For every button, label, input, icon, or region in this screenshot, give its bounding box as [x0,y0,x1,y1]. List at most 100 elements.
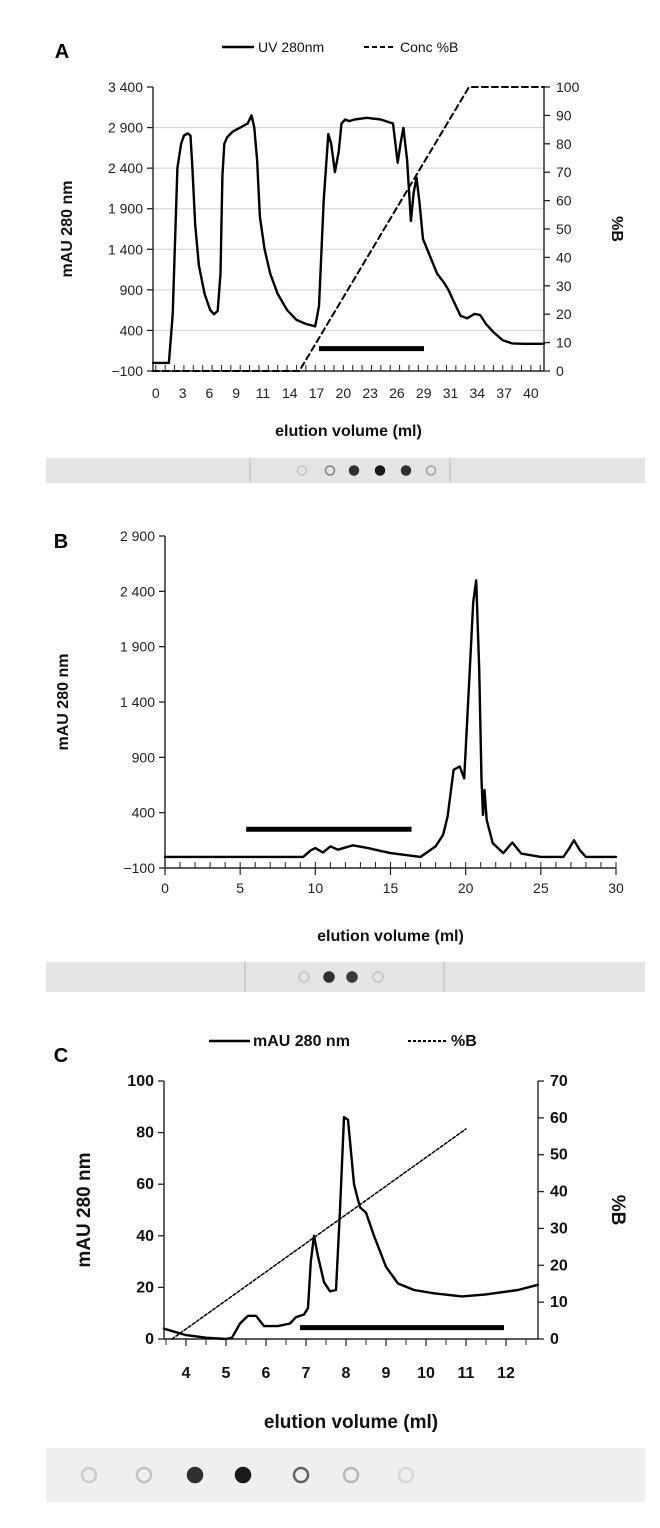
x-tick-label: 10 [308,880,324,896]
dot-blot-strip [46,962,645,992]
x-tick-label: 15 [383,880,399,896]
y2-tick-label: 40 [556,249,572,265]
x-tick-label: 37 [496,385,512,401]
dot-blot-spot [323,971,335,983]
y2-tick-label: 10 [550,1294,568,1311]
y-tick-label: 1 400 [108,241,143,257]
y2-tick-label: 50 [556,221,572,237]
y-tick-label: 400 [120,322,144,338]
series-line-uv [162,1115,540,1341]
x-tick-label: 34 [470,385,486,401]
y-tick-label: 900 [132,749,156,765]
y2-tick-label: 20 [556,306,572,322]
x-tick-label: 4 [182,1365,191,1382]
dot-blot-spot [292,1466,310,1484]
x-tick-label: 12 [497,1365,515,1382]
panel-label: C [54,1045,68,1067]
y-tick-label: 900 [120,282,144,298]
y2-tick-label: 30 [550,1220,568,1237]
dot-blot-spot [324,465,336,476]
dot-blot-spot [372,971,384,983]
dot-blot-spot [400,465,412,476]
y2-tick-label: 10 [556,335,572,351]
panel-label: A [55,41,69,63]
y2-tick-label: 80 [556,136,572,152]
x-tick-label: 23 [362,385,378,401]
x-tick-label: 31 [443,385,459,401]
y-axis-title: mAU 280 nm [74,1152,95,1267]
y2-tick-label: 90 [556,107,572,123]
y2-tick-label: 40 [550,1184,568,1201]
dot-blot-spot [374,465,386,476]
legend-entry: UV 280nm [258,39,324,55]
dot-blot-spot [342,1466,360,1484]
x-tick-label: 26 [389,385,405,401]
y-axis-title: mAU 280 nm [59,181,76,278]
dot-blot-spot [186,1466,204,1484]
x-tick-label: 14 [282,385,298,401]
x-tick-label: 0 [161,880,169,896]
dot-blot-spot [346,971,358,983]
y2-tick-label: 30 [556,278,572,294]
y2-tick-label: 20 [550,1257,568,1274]
y-tick-label: 1 900 [108,201,143,217]
y-tick-label: 0 [145,1331,154,1348]
y2-axis-title: %B [608,216,625,242]
dot-blot-spot [425,465,437,476]
legend-entry: mAU 280 nm [253,1033,350,1050]
y2-tick-label: 0 [550,1331,559,1348]
y-tick-label: 100 [127,1073,154,1090]
y-tick-label: 400 [132,805,156,821]
y-tick-label: 2 900 [108,120,143,136]
panel-label: B [54,531,68,553]
series-line-percent-b [152,86,545,372]
x-tick-label: 29 [416,385,432,401]
legend-entry: Conc %B [400,39,458,55]
x-tick-label: 6 [262,1365,271,1382]
dot-blot-spot [234,1466,252,1484]
panel-B: B 2 900 2 400 1 900 1 400 900 400 −100 0 5 10 15 20 2… [46,528,645,992]
y-tick-label: 2 400 [120,583,155,599]
y-tick-label: 60 [136,1176,154,1193]
x-tick-label: 11 [256,385,271,401]
x-tick-label: 10 [417,1365,435,1382]
y-tick-label: 2 400 [108,160,143,176]
x-tick-label: 20 [458,880,474,896]
x-tick-label: 40 [523,385,539,401]
dot-blot-spot [348,465,360,476]
y-tick-label: −100 [123,860,155,876]
dot-blot-spot [135,1466,153,1484]
x-tick-label: 9 [382,1365,391,1382]
x-tick-label: 9 [232,385,240,401]
y2-tick-label: 50 [550,1147,568,1164]
dot-blot-strip [46,1448,645,1502]
series-line-percent-b [171,1128,467,1340]
y-tick-label: 20 [136,1279,154,1296]
y2-tick-label: 60 [556,193,572,209]
x-tick-label: 8 [342,1365,351,1382]
x-tick-label: 0 [152,385,160,401]
x-axis-title: elution volume (ml) [317,928,464,945]
y2-tick-label: 100 [556,79,580,95]
y-tick-label: 2 900 [120,528,155,544]
y2-tick-label: 70 [550,1073,568,1090]
x-tick-label: 17 [309,385,325,401]
y-tick-label: −100 [111,363,143,379]
dot-blot-spot [298,971,310,983]
x-tick-label: 30 [608,880,624,896]
series-line-uv [151,114,546,365]
x-tick-label: 5 [222,1365,231,1382]
x-tick-label: 5 [236,880,244,896]
x-tick-label: 11 [458,1365,475,1382]
x-tick-label: 3 [179,385,187,401]
series-line-uv [163,579,618,859]
x-tick-label: 25 [533,880,549,896]
y2-axis-title: %B [607,1195,628,1226]
y-tick-label: 80 [136,1125,154,1142]
y-axis-title: mAU 280 nm [55,654,72,751]
dot-blot-spot [80,1466,98,1484]
dot-blot-spot [397,1466,415,1484]
x-tick-label: 20 [336,385,352,401]
